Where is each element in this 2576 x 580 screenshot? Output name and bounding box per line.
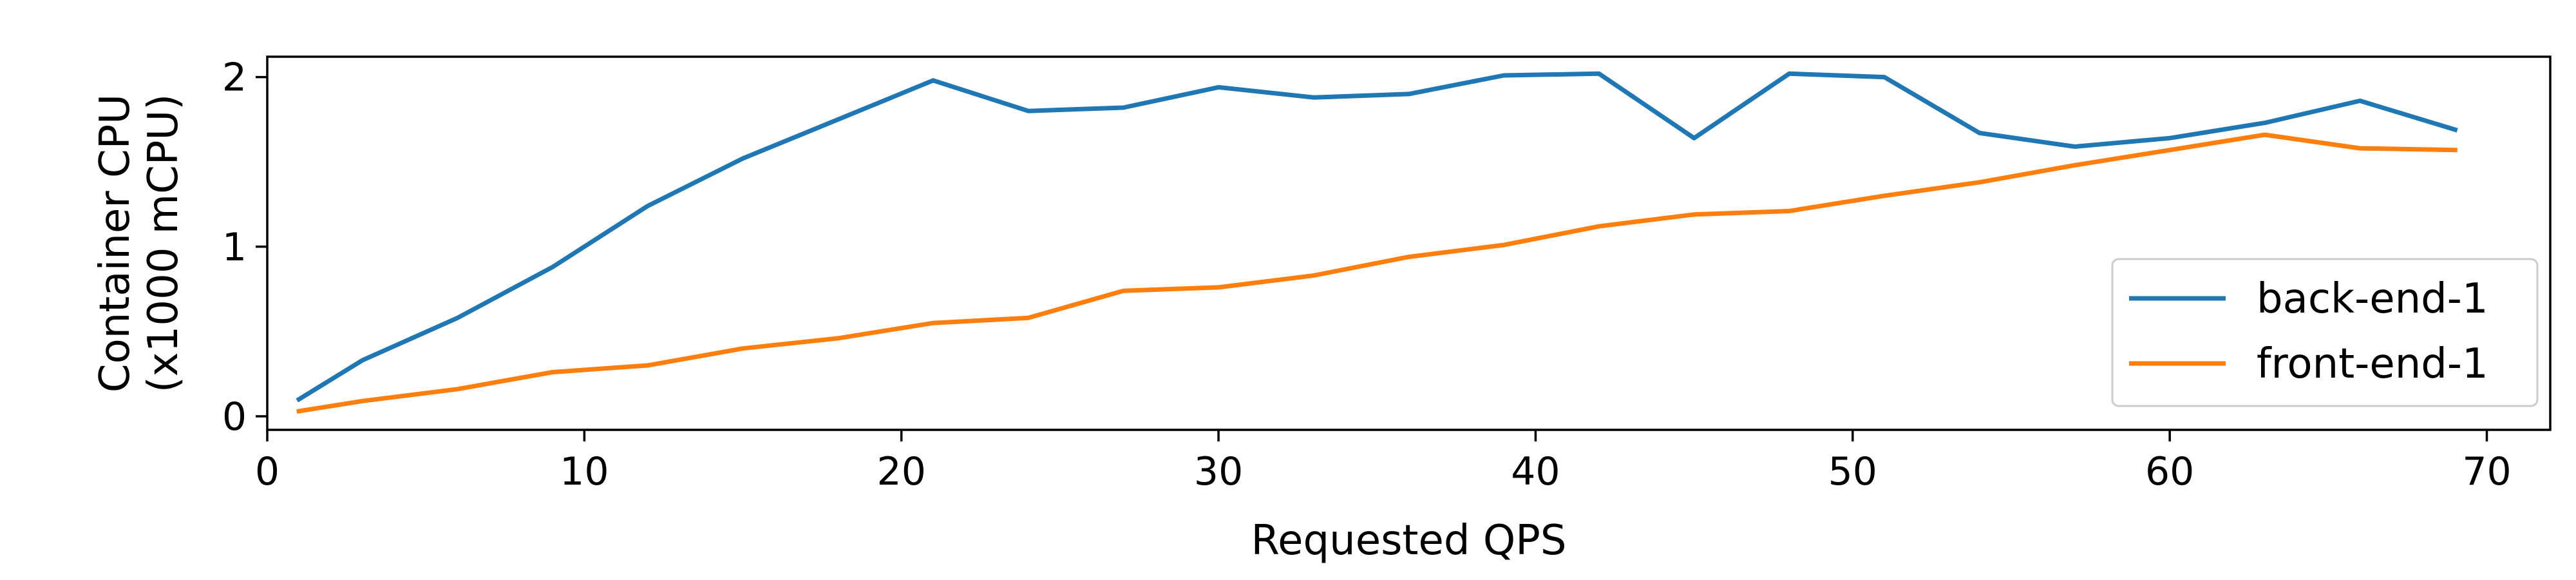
legend: back-end-1 front-end-1 — [2111, 258, 2539, 407]
legend-label-front-end-1: front-end-1 — [2257, 340, 2488, 388]
y-tick-label: 0 — [222, 394, 247, 440]
y-axis-title-line-2: (x1000 mCPU) — [140, 94, 187, 393]
x-tick-label: 0 — [255, 449, 279, 494]
x-tick-label: 10 — [560, 449, 609, 494]
series-line-back-end-1 — [296, 71, 2458, 403]
y-tick-label: 1 — [222, 225, 247, 270]
series-line-front-end-1 — [296, 132, 2458, 414]
y-axis-title: Container CPU (x1000 mCPU) — [91, 94, 187, 393]
legend-box — [2111, 258, 2539, 407]
x-tick-label: 60 — [2145, 449, 2194, 494]
x-tick-label: 50 — [1828, 449, 1877, 494]
x-tick-label: 20 — [877, 449, 926, 494]
x-tick-label: 70 — [2462, 449, 2511, 494]
x-tick-label: 40 — [1511, 449, 1560, 494]
y-tick-label: 2 — [222, 55, 247, 101]
y-axis-title-line-1: Container CPU — [91, 94, 139, 392]
legend-label-back-end-1: back-end-1 — [2257, 275, 2488, 323]
x-axis-title: Requested QPS — [1251, 517, 1567, 565]
plot-frame — [266, 55, 2552, 431]
ticks-layer: 0 10 20 30 40 50 60 70 0 1 2 — [222, 55, 2512, 494]
x-tick-label: 30 — [1194, 449, 1243, 494]
series-layer — [296, 71, 2458, 414]
